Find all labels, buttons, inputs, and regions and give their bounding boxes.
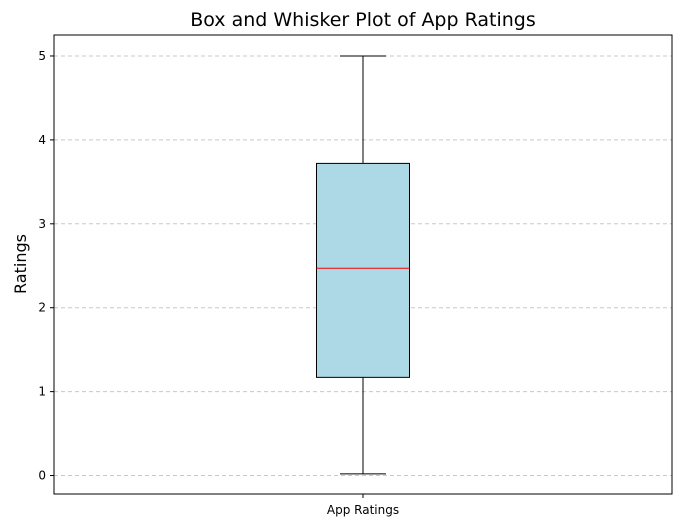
iqr-box (316, 162, 410, 378)
y-tick-label: 2 (38, 301, 46, 315)
x-axis-ticks: App Ratings (327, 494, 399, 517)
y-axis-ticks: 0 1 2 3 4 5 (38, 49, 54, 483)
y-tick-label: 1 (38, 385, 46, 399)
chart-title: Box and Whisker Plot of App Ratings (190, 9, 536, 31)
y-tick-label: 0 (38, 469, 46, 483)
y-tick-label: 4 (38, 133, 46, 147)
y-axis-label: Ratings (11, 234, 30, 294)
y-tick-label: 5 (38, 49, 46, 63)
y-tick-label: 3 (38, 217, 46, 231)
x-tick-label: App Ratings (327, 503, 399, 517)
plot-area (316, 55, 410, 475)
